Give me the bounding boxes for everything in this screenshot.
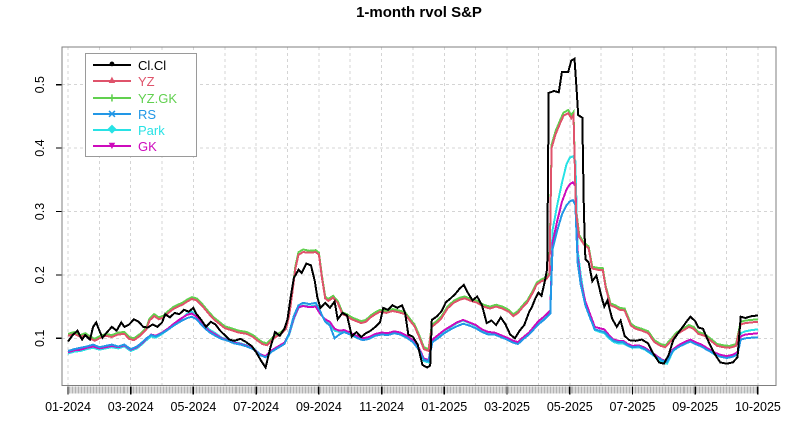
legend-item-YZ.GK: + YZ.GK (86, 90, 196, 106)
x-tick-label: 09-2024 (296, 400, 342, 414)
legend-line (93, 96, 131, 99)
legend-item-Park: ◆ Park (86, 122, 196, 138)
x-tick-label: 07-2024 (233, 400, 279, 414)
x-tick-label: 03-2024 (108, 400, 154, 414)
x-tick-label: 11-2024 (359, 400, 404, 414)
plus-marker-icon: + (107, 89, 117, 106)
diamond-marker-icon: ◆ (107, 123, 117, 136)
legend-label: YZ.GK (138, 90, 178, 106)
legend-line (93, 80, 131, 83)
x-tick-label: 05-2024 (171, 400, 217, 414)
legend: ● Cl.Cl ▲ YZ + YZ.GK × RS ◆ Park ▼ GK (85, 53, 197, 157)
x-tick-label: 10-2025 (735, 400, 781, 414)
page-title: 1-month rvol S&P (356, 4, 482, 21)
legend-item-GK: ▼ GK (86, 138, 196, 154)
series-line-Cl.Cl (67, 57, 758, 370)
legend-label: GK (138, 139, 157, 155)
legend-line (93, 145, 131, 148)
y-tick-label: 0.5 (33, 76, 47, 93)
legend-label: RS (138, 106, 157, 122)
legend-line (93, 112, 131, 115)
legend-line (93, 129, 131, 132)
plot-border (61, 46, 777, 387)
y-tick-label: 0.4 (33, 139, 47, 156)
series-line-GK (67, 180, 759, 363)
y-tick-label: 0.2 (33, 266, 47, 283)
y-tick-label: 0.3 (33, 203, 47, 220)
legend-item-Cl.Cl: ● Cl.Cl (86, 57, 196, 73)
legend-label: Park (138, 123, 165, 139)
legend-label: Cl.Cl (138, 58, 167, 73)
circle-marker-icon: ● (108, 58, 116, 71)
x-marker-icon: × (107, 105, 117, 122)
y-tick-label: 0.1 (33, 330, 47, 347)
legend-item-YZ: ▲ YZ (86, 73, 196, 89)
x-tick-label: 09-2025 (672, 400, 718, 414)
legend-label: YZ (138, 74, 155, 90)
x-tick-label: 03-2025 (484, 400, 530, 414)
triangle-up-marker-icon: ▲ (106, 74, 118, 87)
x-tick-label: 05-2025 (547, 400, 593, 414)
x-tick-label: 01-2024 (45, 400, 91, 414)
legend-item-RS: × RS (86, 106, 196, 122)
series-line-RS (67, 198, 758, 363)
series-line-YZ (67, 111, 758, 353)
x-tick-label: 01-2025 (421, 400, 467, 414)
x-tick-label: 07-2025 (610, 400, 656, 414)
triangle-down-marker-icon: ▼ (106, 139, 118, 152)
legend-line (93, 64, 131, 66)
